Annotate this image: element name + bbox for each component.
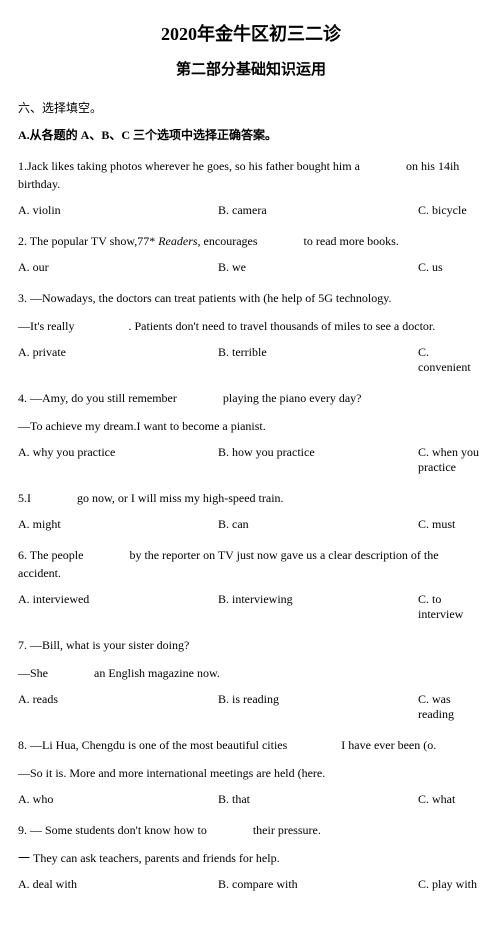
q2-options: A. our B. we C. us <box>18 260 484 275</box>
q8-blank <box>290 736 338 754</box>
question-6: 6. The people by the reporter on TV just… <box>18 546 484 582</box>
q4-opt-c: C. when you practice <box>418 445 484 475</box>
q4-tail: playing the piano every day? <box>223 391 362 405</box>
q8-tail: I have ever been (o. <box>341 738 436 752</box>
q2-text: . The popular TV show,77* <box>24 234 158 248</box>
q1-text: .Jack likes taking photos wherever he go… <box>24 159 360 173</box>
q3-follow: —It's really <box>18 319 74 333</box>
question-7: 7. —Bill, what is your sister doing? <box>18 636 484 654</box>
q3-opt-a: A. private <box>18 345 218 375</box>
q4-text: . —Amy, do you still remember <box>24 391 177 405</box>
question-2: 2. The popular TV show,77* Readers, enco… <box>18 232 484 250</box>
q7-text: . —Bill, what is your sister doing? <box>24 638 189 652</box>
question-3: 3. —Nowadays, the doctors can treat pati… <box>18 289 484 307</box>
q1-options: A. violin B. camera C. bicycle <box>18 203 484 218</box>
question-9: 9. — Some students don't know how to the… <box>18 821 484 839</box>
q9-tail: their pressure. <box>253 823 321 837</box>
q8-options: A. who B. that C. what <box>18 792 484 807</box>
q4-followup: —To achieve my dream.I want to become a … <box>18 417 484 435</box>
q5-tail: go now, or I will miss my high-speed tra… <box>77 491 284 505</box>
q8-text: . —Li Hua, Chengdu is one of the most be… <box>24 738 287 752</box>
q7-opt-c: C. was reading <box>418 692 484 722</box>
q3-options: A. private B. terrible C. convenient <box>18 345 484 375</box>
q9-followup: 一 They can ask teachers, parents and fri… <box>18 849 484 867</box>
q1-opt-b: B. camera <box>218 203 418 218</box>
q2-opt-b: B. we <box>218 260 418 275</box>
q6-blank <box>86 546 126 564</box>
q3-followtail: . Patients don't need to travel thousand… <box>128 319 435 333</box>
question-1: 1.Jack likes taking photos wherever he g… <box>18 157 484 193</box>
q3-followup: —It's really . Patients don't need to tr… <box>18 317 484 335</box>
q3-blank <box>77 317 125 335</box>
q8-opt-b: B. that <box>218 792 418 807</box>
q6-opt-a: A. interviewed <box>18 592 218 622</box>
q4-options: A. why you practice B. how you practice … <box>18 445 484 475</box>
q2-opt-c: C. us <box>418 260 484 275</box>
q1-opt-a: A. violin <box>18 203 218 218</box>
q3-opt-c: C. convenient <box>418 345 484 375</box>
q4-opt-a: A. why you practice <box>18 445 218 475</box>
q5-opt-c: C. must <box>418 517 484 532</box>
q7-followtail: an English magazine now. <box>94 666 220 680</box>
q2-italic: Readers, <box>158 234 200 248</box>
q9-options: A. deal with B. compare with C. play wit… <box>18 877 484 892</box>
q4-opt-b: B. how you practice <box>218 445 418 475</box>
q9-opt-a: A. deal with <box>18 877 218 892</box>
q2-text2: encourages <box>201 234 258 248</box>
q2-opt-a: A. our <box>18 260 218 275</box>
q8-followup: —So it is. More and more international m… <box>18 764 484 782</box>
main-title: 2020年金牛区初三二诊 <box>18 20 484 46</box>
q7-opt-b: B. is reading <box>218 692 418 722</box>
q4-blank <box>180 389 220 407</box>
section-head: 六、选择填空。 <box>18 99 484 116</box>
question-5: 5.I go now, or I will miss my high-speed… <box>18 489 484 507</box>
q2-tail: to read more books. <box>304 234 399 248</box>
q1-opt-c: C. bicycle <box>418 203 484 218</box>
q3-text: . —Nowadays, the doctors can treat patie… <box>24 291 391 305</box>
q7-follow: —She <box>18 666 48 680</box>
q5-opt-b: B. can <box>218 517 418 532</box>
question-4: 4. —Amy, do you still remember playing t… <box>18 389 484 407</box>
instruction: A.从各题的 A、B、C 三个选项中选择正确答案。 <box>18 126 484 143</box>
q9-blank <box>210 821 250 839</box>
q7-opt-a: A. reads <box>18 692 218 722</box>
q6-opt-b: B. interviewing <box>218 592 418 622</box>
q6-text: . The people <box>24 548 83 562</box>
q9-text: . — Some students don't know how to <box>24 823 207 837</box>
q5-blank <box>34 489 74 507</box>
q1-blank <box>363 157 403 175</box>
q5-text: .I <box>24 491 31 505</box>
q7-options: A. reads B. is reading C. was reading <box>18 692 484 722</box>
subtitle: 第二部分基础知识运用 <box>18 58 484 79</box>
q7-blank <box>51 664 91 682</box>
q2-blank <box>261 232 301 250</box>
q8-opt-a: A. who <box>18 792 218 807</box>
q5-opt-a: A. might <box>18 517 218 532</box>
q8-opt-c: C. what <box>418 792 484 807</box>
q3-opt-b: B. terrible <box>218 345 418 375</box>
q5-options: A. might B. can C. must <box>18 517 484 532</box>
q6-options: A. interviewed B. interviewing C. to int… <box>18 592 484 622</box>
question-8: 8. —Li Hua, Chengdu is one of the most b… <box>18 736 484 754</box>
q7-followup: —She an English magazine now. <box>18 664 484 682</box>
q9-opt-b: B. compare with <box>218 877 418 892</box>
q9-opt-c: C. play with <box>418 877 484 892</box>
q6-opt-c: C. to interview <box>418 592 484 622</box>
